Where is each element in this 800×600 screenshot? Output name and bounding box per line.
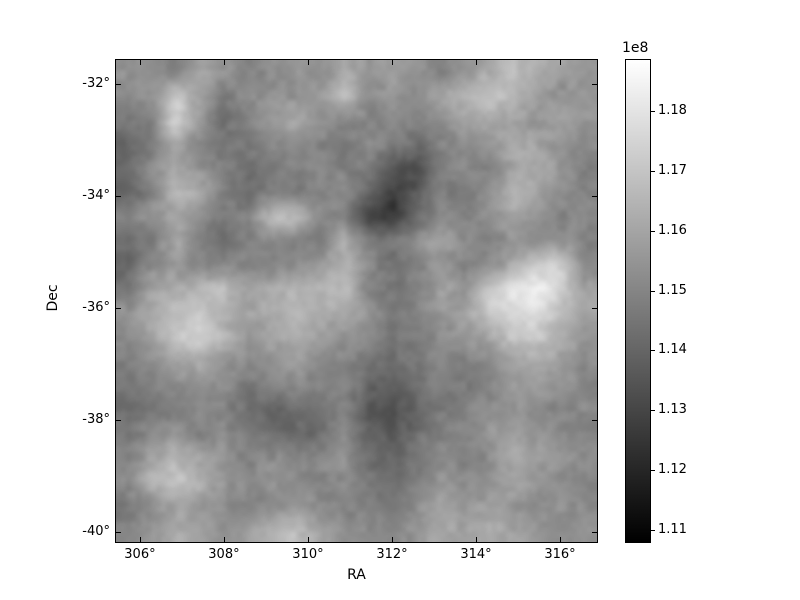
colorbar-gradient xyxy=(626,60,650,542)
colorbar-tick-label: 1.14 xyxy=(658,342,687,358)
colorbar-tick-label: 1.13 xyxy=(658,402,687,418)
colorbar-tick-label: 1.12 xyxy=(658,462,687,478)
colorbar-offset-label: 1e8 xyxy=(622,40,649,56)
y-tick-label: -38° xyxy=(82,411,110,427)
x-tick-mark xyxy=(391,537,393,542)
x-tick-mark-top xyxy=(307,60,309,65)
y-tick-mark xyxy=(116,196,121,198)
x-tick-mark-top xyxy=(560,60,562,65)
x-tick-label: 310° xyxy=(292,547,324,562)
y-tick-mark xyxy=(116,419,121,421)
y-tick-mark-right xyxy=(592,196,597,198)
x-tick-mark xyxy=(476,537,477,542)
x-tick-mark xyxy=(307,537,309,542)
colorbar-tick-label: 1.18 xyxy=(658,102,687,118)
colorbar-tick-label: 1.15 xyxy=(658,282,687,298)
x-tick-label: 316° xyxy=(544,547,576,562)
x-tick-label: 312° xyxy=(376,547,408,562)
colorbar-tick-mark xyxy=(651,170,655,172)
colorbar-tick-mark xyxy=(651,110,655,112)
colorbar-tick-mark xyxy=(651,410,655,412)
colorbar-tick-mark xyxy=(651,230,655,232)
colorbar-tick-mark xyxy=(651,290,655,292)
x-axis-label: RA xyxy=(347,567,366,583)
y-tick-label: -40° xyxy=(82,523,110,539)
colorbar-tick-label: 1.17 xyxy=(658,162,687,178)
x-tick-label: 314° xyxy=(460,547,492,562)
x-tick-label: 308° xyxy=(208,547,240,562)
colorbar-tick-mark xyxy=(651,350,655,352)
colorbar-tick-label: 1.11 xyxy=(658,522,687,538)
y-tick-mark-right xyxy=(592,307,597,309)
colorbar-tick-label: 1.16 xyxy=(658,222,687,238)
x-tick-mark-top xyxy=(223,60,225,65)
x-tick-mark-top xyxy=(139,60,141,65)
plot-area xyxy=(115,59,598,543)
y-tick-mark xyxy=(116,84,121,86)
y-tick-label: -34° xyxy=(82,188,110,204)
x-tick-label: 306° xyxy=(124,547,156,562)
x-tick-mark-top xyxy=(476,60,477,65)
y-tick-mark xyxy=(116,531,121,533)
heatmap-image xyxy=(116,60,597,542)
x-tick-mark xyxy=(560,537,562,542)
colorbar xyxy=(625,59,651,543)
x-tick-mark xyxy=(139,537,141,542)
x-tick-mark xyxy=(223,537,225,542)
y-tick-label: -32° xyxy=(82,76,110,92)
y-tick-label: -36° xyxy=(82,299,110,315)
x-tick-mark-top xyxy=(391,60,393,65)
colorbar-tick-mark xyxy=(651,530,655,532)
colorbar-tick-mark xyxy=(651,470,655,472)
y-tick-mark-right xyxy=(592,531,597,533)
y-tick-mark xyxy=(116,307,121,309)
y-tick-mark-right xyxy=(592,419,597,421)
y-tick-mark-right xyxy=(592,84,597,86)
